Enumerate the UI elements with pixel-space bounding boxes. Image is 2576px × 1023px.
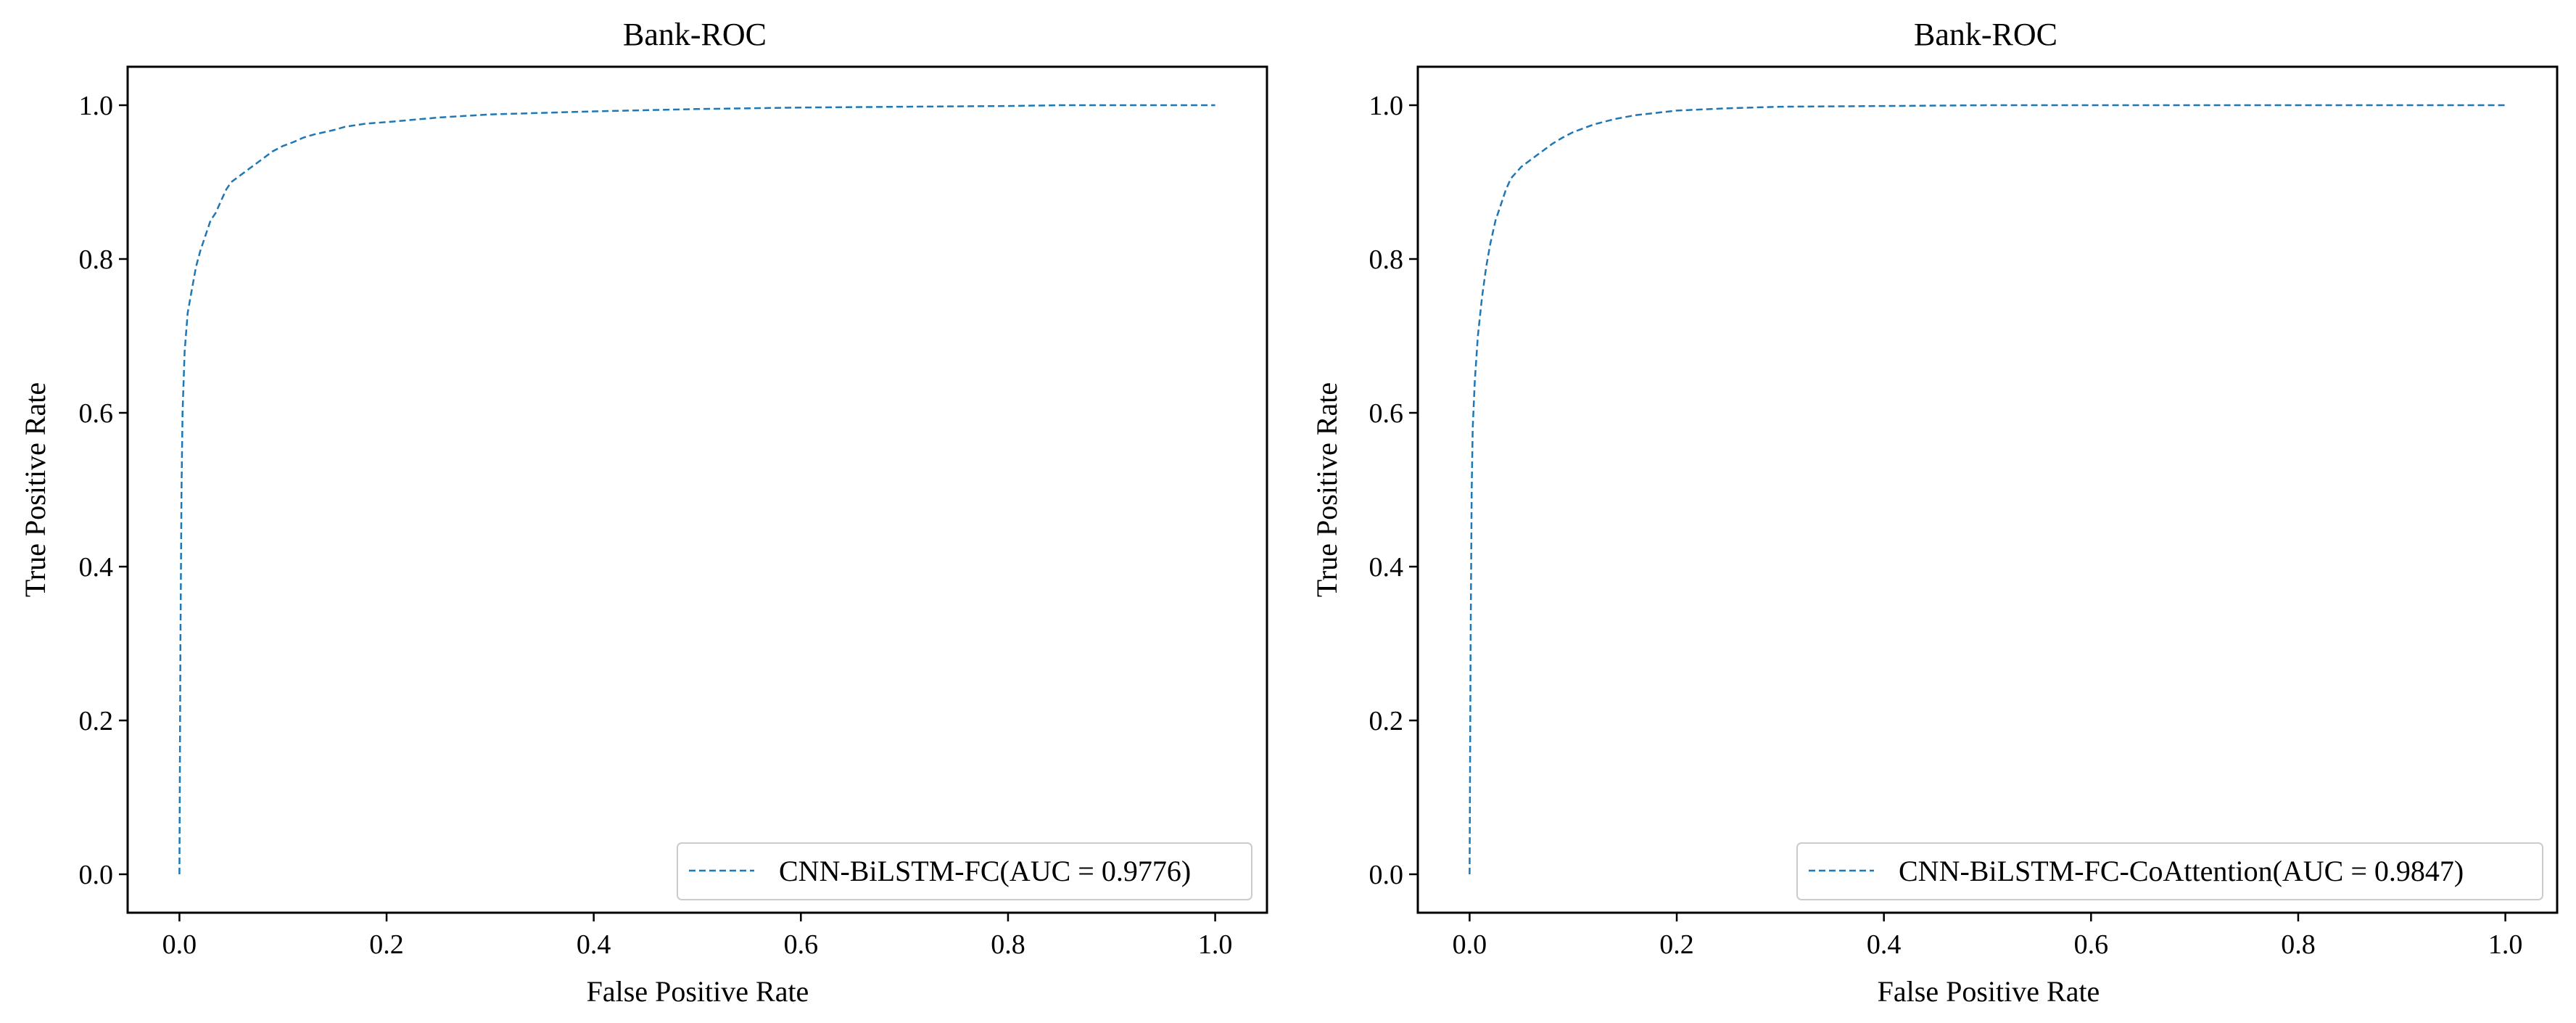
- x-tick-label: 0.6: [784, 929, 819, 960]
- y-ticks: 0.0 0.2 0.4 0.6 0.8 1.0: [79, 91, 128, 890]
- x-tick-label: 0.8: [2281, 929, 2316, 960]
- legend-box: [1796, 842, 2543, 900]
- x-ticks: 0.0 0.2 0.4 0.6 0.8 1.0: [1453, 913, 2523, 960]
- roc-curve: [1469, 104, 2506, 875]
- plot-frame: [126, 65, 1268, 914]
- plot-frame: [1416, 65, 2559, 914]
- x-ticks: 0.0 0.2 0.4 0.6 0.8 1.0: [162, 913, 1233, 960]
- x-tick-label: 0.6: [2074, 929, 2109, 960]
- y-ticks: 0.0 0.2 0.4 0.6 0.8 1.0: [1369, 91, 1418, 890]
- y-tick-label: 0.2: [1369, 706, 1404, 736]
- x-axis-label: False Positive Rate: [1878, 975, 2100, 1008]
- x-tick-label: 0.2: [369, 929, 404, 960]
- y-tick-label: 0.0: [1369, 860, 1404, 890]
- y-tick-label: 0.6: [79, 398, 114, 429]
- roc-panel-left: Bank-ROC 0.0 0.2 0.4 0.6 0.8 1.0 0.0 0.2 0.4 0.6…: [19, 17, 1268, 1008]
- y-tick-label: 0.8: [79, 245, 114, 275]
- x-tick-label: 1.0: [2488, 929, 2523, 960]
- y-tick-label: 0.4: [79, 552, 114, 583]
- legend-label: CNN-BiLSTM-FC(AUC = 0.9776): [779, 855, 1191, 887]
- y-tick-label: 0.4: [1369, 552, 1404, 583]
- y-axis-label: True Positive Rate: [1310, 382, 1343, 597]
- roc-panel-right: Bank-ROC 0.0 0.2 0.4 0.6 0.8 1.0 0.0 0.2 0.4 0.6…: [1310, 17, 2559, 1008]
- legend: CNN-BiLSTM-FC-CoAttention(AUC = 0.9847): [1796, 842, 2543, 900]
- y-tick-label: 0.2: [79, 706, 114, 736]
- x-tick-label: 0.0: [1453, 929, 1487, 960]
- y-tick-label: 0.8: [1369, 245, 1404, 275]
- legend-label: CNN-BiLSTM-FC-CoAttention(AUC = 0.9847): [1899, 855, 2464, 887]
- y-axis-label: True Positive Rate: [19, 382, 51, 597]
- x-axis-label: False Positive Rate: [587, 975, 809, 1008]
- x-tick-label: 1.0: [1198, 929, 1233, 960]
- x-tick-label: 0.0: [162, 929, 197, 960]
- x-tick-label: 0.4: [1867, 929, 1902, 960]
- legend-box: [677, 842, 1252, 900]
- x-tick-label: 0.8: [991, 929, 1025, 960]
- legend: CNN-BiLSTM-FC(AUC = 0.9776): [677, 842, 1252, 900]
- y-tick-label: 1.0: [79, 91, 114, 121]
- y-tick-label: 0.0: [79, 860, 114, 890]
- x-tick-label: 0.2: [1659, 929, 1694, 960]
- roc-curve: [178, 104, 1215, 875]
- chart-title: Bank-ROC: [1914, 17, 2057, 52]
- x-tick-label: 0.4: [577, 929, 611, 960]
- chart-title: Bank-ROC: [623, 17, 767, 52]
- y-tick-label: 1.0: [1369, 91, 1404, 121]
- y-tick-label: 0.6: [1369, 398, 1404, 429]
